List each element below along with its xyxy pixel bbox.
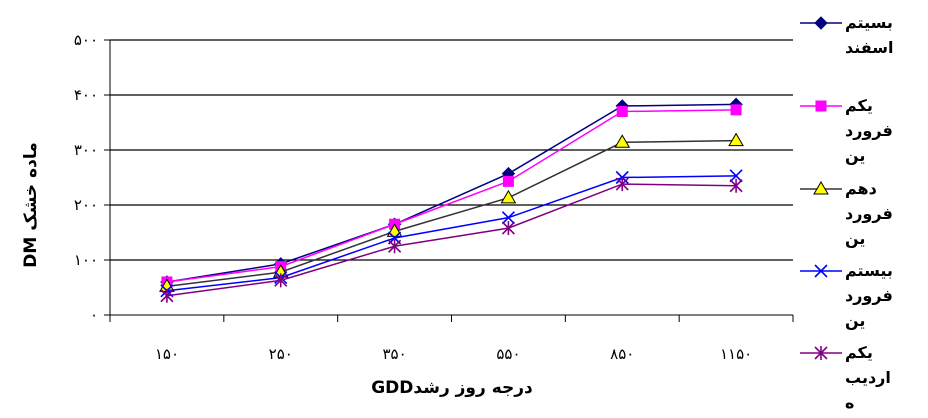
legend-item: یکم فرورد ین	[800, 96, 893, 165]
y-tick-label: ۵۰۰	[74, 31, 98, 49]
data-point	[729, 169, 743, 183]
series-3	[159, 132, 744, 292]
tick-labels: ۰ ۱۰۰ ۲۰۰ ۳۰۰ ۴۰۰ ۵۰۰ ۱۵۰ ۲۵۰ ۳۵۰ ۵۵۰ ۸۵۰ ۱۱۵۰	[74, 31, 752, 363]
legend-marker	[815, 100, 827, 112]
y-tick-label: ۰	[90, 306, 98, 324]
series-line	[166, 175, 737, 292]
data-point	[730, 104, 742, 116]
series-line	[166, 109, 737, 283]
x-tick-label: ۲۵۰	[269, 345, 293, 363]
x-axis-title: درجه روز رشدGDD	[371, 378, 533, 398]
legend-item: دهم فرورد ین	[800, 179, 893, 248]
data-point	[728, 132, 744, 147]
legend-marker	[814, 346, 828, 360]
legend-item: بیستم فرورد ین	[800, 261, 893, 330]
data-point	[388, 239, 402, 254]
y-tick-label: ۱۰۰	[74, 251, 98, 269]
legend-item: یکم اردیب ه	[800, 343, 891, 412]
series-5	[160, 177, 743, 303]
axes	[104, 39, 794, 322]
series-4	[160, 169, 743, 298]
data-point	[616, 106, 628, 117]
legend-item: بسیتم اسفند	[800, 13, 894, 57]
legend-label: یکم فرورد ین	[845, 96, 893, 165]
y-tick-label: ۴۰۰	[74, 86, 98, 104]
data-point	[615, 177, 629, 192]
data-point	[501, 211, 515, 225]
y-axis-title: ماده خشک DM	[21, 142, 41, 268]
gridlines	[110, 39, 793, 261]
data-point	[502, 175, 514, 187]
legend-label: یکم اردیب ه	[845, 343, 891, 412]
data-point	[160, 288, 174, 303]
series-line	[166, 139, 737, 288]
legend-marker	[814, 264, 828, 278]
x-tick-label: ۱۱۵۰	[720, 345, 752, 363]
x-tick-label: ۳۵۰	[382, 345, 406, 363]
data-point	[501, 221, 515, 236]
data-point	[500, 189, 517, 204]
legend-label: بسیتم اسفند	[845, 13, 894, 57]
data-point	[274, 273, 288, 288]
legend-marker	[813, 181, 829, 195]
series-line	[166, 183, 737, 297]
x-tick-label: ۸۵۰	[610, 345, 634, 363]
x-tick-label: ۵۵۰	[496, 345, 520, 363]
legend-label: بیستم فرورد ین	[845, 261, 893, 330]
data-point	[729, 178, 743, 193]
x-tick-label: ۱۵۰	[155, 345, 179, 363]
legend: بسیتم اسفند یکم فرورد ین دهم فرورد ین بیستم فرورد…	[800, 13, 894, 412]
y-tick-label: ۲۰۰	[74, 196, 98, 214]
y-tick-label: ۳۰۰	[74, 141, 98, 159]
series-line	[166, 103, 737, 283]
series-lines	[159, 97, 744, 303]
data-point	[614, 134, 631, 148]
legend-marker	[814, 16, 828, 30]
legend-label: دهم فرورد ین	[845, 179, 893, 248]
